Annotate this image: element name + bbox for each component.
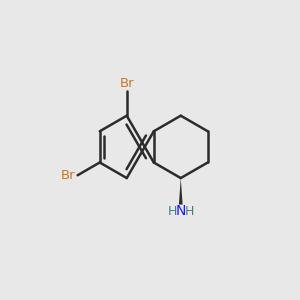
Text: H: H [185,205,194,218]
Text: N: N [176,204,186,218]
Polygon shape [179,178,183,205]
Text: Br: Br [61,169,75,182]
Text: H: H [167,205,177,218]
Text: Br: Br [119,76,134,89]
